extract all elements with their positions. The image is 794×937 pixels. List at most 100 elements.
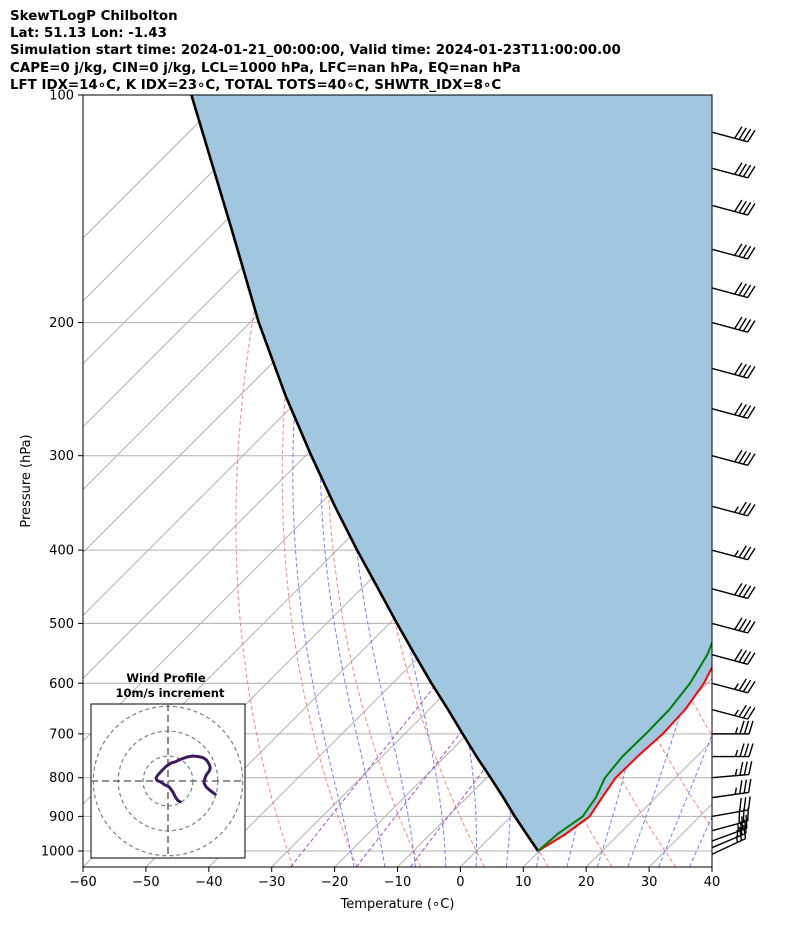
barb-half-flag <box>734 709 739 717</box>
barb-flag <box>738 618 747 632</box>
barb-flag <box>739 761 744 776</box>
barb-shaft <box>711 549 748 561</box>
barb-flag <box>734 126 743 139</box>
y-tick-label: 400 <box>49 544 74 559</box>
moist-adiabat <box>379 95 447 867</box>
barb-flag <box>738 826 743 841</box>
wind-barb <box>711 678 756 694</box>
barb-flag <box>739 743 745 757</box>
barb-flag <box>747 366 756 379</box>
x-tick-label: 0 <box>456 875 464 890</box>
barb-flag <box>742 201 752 215</box>
hodograph-trace <box>154 754 217 804</box>
barb-flag <box>742 706 752 719</box>
barb-flag <box>747 285 756 298</box>
time-line: Simulation start time: 2024-01-21_00:00:… <box>10 43 621 59</box>
wind-barb <box>711 316 756 333</box>
moist-adiabat <box>319 95 386 867</box>
barb-flag <box>738 363 747 377</box>
y-axis-label: Pressure (hPa) <box>19 434 34 527</box>
barb-flag <box>748 720 754 735</box>
dry-adiabat <box>235 95 307 867</box>
hodograph-title: Wind Profile <box>126 671 206 685</box>
barb-flag <box>747 203 756 216</box>
y-tick-label: 100 <box>49 89 74 104</box>
barb-flag <box>742 245 752 259</box>
wind-barb <box>711 402 756 419</box>
barb-flag <box>738 678 747 691</box>
y-tick-label: 800 <box>49 771 74 786</box>
wind-barb <box>711 761 753 779</box>
wind-barb <box>711 648 756 665</box>
barb-shaft <box>711 837 746 855</box>
isotherm-line <box>775 95 794 867</box>
wind-barb <box>711 362 756 379</box>
moist-adiabat <box>292 95 355 867</box>
barb-shaft <box>711 654 748 665</box>
barb-flag <box>739 821 743 836</box>
barb-flag <box>742 128 752 141</box>
wind-barb <box>711 545 756 561</box>
barb-flag <box>738 501 747 514</box>
barb-flag <box>742 319 752 332</box>
barb-flag <box>738 283 747 296</box>
barb-flag <box>734 199 743 212</box>
barb-flag <box>742 364 752 378</box>
dry-adiabat <box>369 95 485 867</box>
barb-flag <box>738 704 747 718</box>
wind-barb <box>711 617 756 634</box>
barb-flag <box>747 453 756 466</box>
barb-shaft <box>711 708 748 720</box>
wind-barb <box>712 720 754 735</box>
barb-flag <box>742 164 752 178</box>
barb-flag <box>738 584 747 597</box>
barb-flag <box>742 585 752 598</box>
wind-barb <box>711 501 756 517</box>
barb-shaft <box>711 505 748 517</box>
barb-flag <box>738 404 747 417</box>
barb-flag <box>747 652 756 665</box>
barb-shaft <box>711 287 748 299</box>
barb-flag <box>743 761 748 776</box>
location-line: Lat: 51.13 Lon: -1.43 <box>10 26 167 42</box>
barb-flag <box>738 545 747 558</box>
mixing-ratio-line <box>290 654 461 867</box>
y-tick-label: 500 <box>49 617 74 632</box>
barb-half-flag <box>734 787 738 795</box>
x-tick-label: −30 <box>258 875 285 890</box>
wind-barb <box>711 796 751 818</box>
x-tick-label: −40 <box>195 875 222 890</box>
barb-shaft <box>711 367 748 379</box>
barb-shaft <box>711 832 747 849</box>
barb-shaft <box>711 167 748 179</box>
barb-flag <box>734 617 743 630</box>
wind-barb <box>711 819 747 849</box>
isotherm-line <box>83 95 227 239</box>
barb-flag <box>743 743 750 757</box>
cape-cin-shading <box>191 95 712 851</box>
barb-shaft <box>711 827 748 842</box>
barb-flag <box>734 362 743 375</box>
wind-barb <box>711 778 752 799</box>
dry-adiabat <box>763 95 794 867</box>
temperature-profile-line <box>537 665 712 852</box>
barb-flag <box>742 284 752 297</box>
x-tick-label: −50 <box>132 875 159 890</box>
hodograph-subtitle: 10m/s increment <box>116 686 225 700</box>
barb-flag <box>734 243 743 256</box>
parcel-profile-line <box>190 95 540 852</box>
wind-barb <box>711 704 756 720</box>
x-tick-label: 10 <box>515 875 532 890</box>
barb-flag <box>742 651 752 664</box>
barb-flag <box>743 797 747 811</box>
barb-flag <box>747 547 756 561</box>
barb-flag <box>738 244 747 257</box>
barb-half-flag <box>734 727 739 735</box>
wind-barb <box>711 199 756 216</box>
barb-flag <box>747 320 756 333</box>
barb-shaft <box>711 321 748 333</box>
barb-flag <box>738 163 747 176</box>
chart-title: SkewTLogP Chilbolton <box>10 9 178 24</box>
